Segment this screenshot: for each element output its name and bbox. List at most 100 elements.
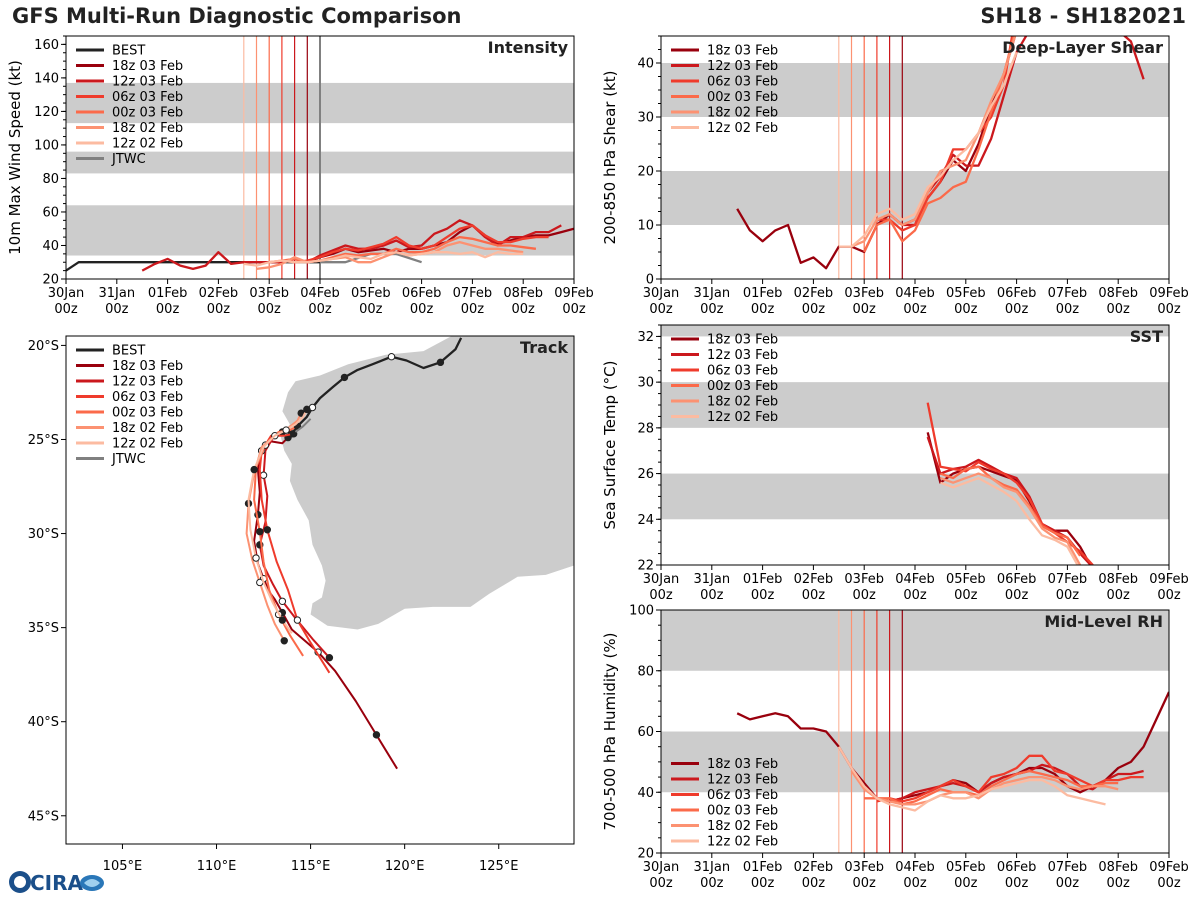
intensity-xtick-label: 31Jan xyxy=(99,286,136,301)
track-series-jtwc xyxy=(294,418,312,433)
logo-swirl-inner xyxy=(84,879,100,887)
shear-xtick-label-hour: 00z xyxy=(1157,302,1181,317)
shear-xtick-label: 07Feb xyxy=(1048,286,1088,301)
shear-ytick-label: 20 xyxy=(637,165,654,180)
rh-xtick-label: 06Feb xyxy=(997,860,1037,875)
shear-xtick-label-hour: 00z xyxy=(1056,302,1080,317)
rh-band-1 xyxy=(661,610,1169,671)
intensity-legend-label-18z-02-feb: 18z 02 Feb xyxy=(112,121,183,136)
sst-band-0 xyxy=(661,473,1169,520)
track-marker-best xyxy=(340,373,349,382)
intensity-xtick-label-hour: 00z xyxy=(207,302,231,317)
shear-xtick-label: 01Feb xyxy=(743,286,783,301)
shear-xtick-label-hour: 00z xyxy=(751,302,775,317)
shear-xtick-label: 06Feb xyxy=(997,286,1037,301)
shear-ytick-label: 0 xyxy=(646,273,654,288)
shear-xtick-label-hour: 00z xyxy=(954,302,978,317)
track-marker-12z-03-feb xyxy=(278,597,287,605)
shear-xtick-label: 31Jan xyxy=(694,286,731,301)
shear-ylabel: 200-850 hPa Shear (kt) xyxy=(601,71,619,245)
track-legend-label-12z-02-feb: 12z 02 Feb xyxy=(112,437,183,452)
intensity-series-12z-02-feb xyxy=(243,251,524,267)
track-marker-12z-02-feb xyxy=(252,554,260,562)
sst-xtick-label: 31Jan xyxy=(694,572,731,587)
storm-id: SH18 - SH182021 xyxy=(980,4,1186,28)
rh-title: Mid-Level RH xyxy=(1044,612,1163,631)
rh-panel: 2040608010030Jan00z31Jan00z01Feb00z02Feb… xyxy=(601,604,1189,892)
shear-xtick-label-hour: 00z xyxy=(649,302,673,317)
intensity-xtick-label: 09Feb xyxy=(554,286,594,301)
intensity-legend-label-00z-03-feb: 00z 03 Feb xyxy=(112,106,183,121)
sst-ytick-label: 22 xyxy=(637,559,654,574)
sst-series-18z-02-feb xyxy=(940,472,1082,565)
intensity-ytick-label: 160 xyxy=(34,38,59,53)
intensity-ytick-label: 20 xyxy=(42,273,59,288)
rh-xtick-label-hour: 00z xyxy=(751,876,775,891)
rh-xtick-label: 08Feb xyxy=(1098,860,1138,875)
rh-legend-label-12z-02-feb: 12z 02 Feb xyxy=(707,835,778,850)
sst-ytick-label: 26 xyxy=(637,467,654,482)
sst-xtick-label: 01Feb xyxy=(743,572,783,587)
intensity-series-06z-03-feb xyxy=(281,224,549,264)
track-legend-label-jtwc: JTWC xyxy=(111,452,146,467)
rh-xtick-label: 04Feb xyxy=(895,860,935,875)
intensity-plot-area xyxy=(66,36,574,279)
track-legend-label-06z-03-feb: 06z 03 Feb xyxy=(112,390,183,405)
track-marker-00z-03-feb xyxy=(256,527,264,536)
intensity-xtick-label-hour: 00z xyxy=(156,302,180,317)
sst-xtick-label: 09Feb xyxy=(1149,572,1189,587)
shear-xtick-label: 04Feb xyxy=(895,286,935,301)
intensity-panel: 2040608010012014016030Jan00z31Jan00z01Fe… xyxy=(6,35,594,317)
shear-ytick-label: 10 xyxy=(637,219,654,234)
track-xtick-label: 115°E xyxy=(291,859,331,874)
rh-legend-label-00z-03-feb: 00z 03 Feb xyxy=(707,804,778,819)
intensity-xtick-label: 03Feb xyxy=(249,286,289,301)
intensity-xtick-label-hour: 00z xyxy=(359,302,383,317)
shear-legend-label-12z-02-feb: 12z 02 Feb xyxy=(707,121,778,136)
intensity-xtick-label: 05Feb xyxy=(351,286,391,301)
shear-panel: 01020304030Jan00z31Jan00z01Feb00z02Feb00… xyxy=(601,35,1189,317)
sst-xtick-label-hour: 00z xyxy=(853,588,877,603)
sst-band-2 xyxy=(661,325,1169,337)
rh-series-12z-02-feb xyxy=(837,746,1106,812)
track-marker-12z-02-feb xyxy=(250,465,258,474)
rh-ytick-label: 20 xyxy=(637,847,654,862)
track-xtick-label: 125°E xyxy=(479,859,519,874)
rh-xtick-label: 07Feb xyxy=(1048,860,1088,875)
sst-legend-label-18z-03-feb: 18z 03 Feb xyxy=(707,333,778,348)
shear-band-0 xyxy=(661,171,1169,225)
track-ytick-label: 35°S xyxy=(28,621,59,636)
track-marker-best xyxy=(387,352,396,361)
shear-xtick-label-hour: 00z xyxy=(700,302,724,317)
track-marker-06z-03-feb xyxy=(289,430,298,438)
intensity-xtick-label-hour: 00z xyxy=(562,302,586,317)
shear-xtick-label: 09Feb xyxy=(1149,286,1189,301)
intensity-ytick-label: 140 xyxy=(34,71,59,86)
shear-band-1 xyxy=(661,63,1169,117)
intensity-xtick-label-hour: 00z xyxy=(461,302,485,317)
intensity-xtick-label: 08Feb xyxy=(503,286,543,301)
sst-plot-area xyxy=(661,325,1169,565)
rh-xtick-label-hour: 00z xyxy=(1005,876,1029,891)
intensity-xtick-label: 02Feb xyxy=(199,286,239,301)
track-legend-label-18z-02-feb: 18z 02 Feb xyxy=(112,421,183,436)
track-marker-18z-02-feb xyxy=(280,637,288,645)
rh-series-06z-03-feb xyxy=(876,754,1144,803)
sst-legend-label-18z-02-feb: 18z 02 Feb xyxy=(707,395,778,410)
track-legend-label-00z-03-feb: 00z 03 Feb xyxy=(112,406,183,421)
intensity-ytick-label: 80 xyxy=(42,172,59,187)
shear-ytick-label: 40 xyxy=(637,57,654,72)
track-marker-06z-03-feb xyxy=(263,526,272,534)
sst-xtick-label: 06Feb xyxy=(997,572,1037,587)
intensity-series-18z-02-feb xyxy=(256,240,524,271)
intensity-xtick-label: 07Feb xyxy=(453,286,493,301)
intensity-legend-label-jtwc: JTWC xyxy=(111,152,146,167)
sst-xtick-label: 30Jan xyxy=(643,572,680,587)
rh-xtick-label-hour: 00z xyxy=(802,876,826,891)
shear-legend-label-06z-03-feb: 06z 03 Feb xyxy=(707,75,778,90)
sst-xtick-label-hour: 00z xyxy=(751,588,775,603)
track-ytick-label: 20°S xyxy=(28,339,59,354)
track-land-australia xyxy=(280,336,574,630)
shear-xtick-label-hour: 00z xyxy=(1107,302,1131,317)
rh-xtick-label: 31Jan xyxy=(694,860,731,875)
